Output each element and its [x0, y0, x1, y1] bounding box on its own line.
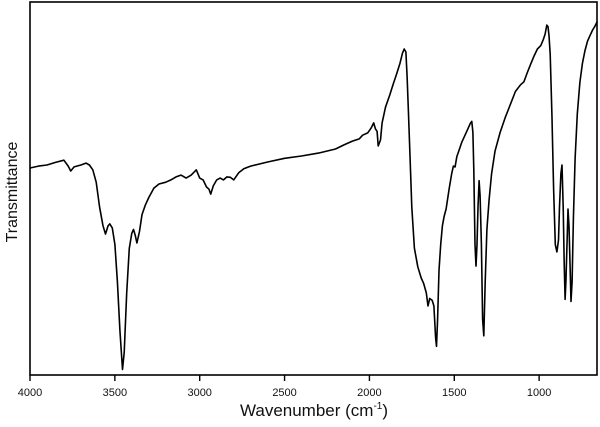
x-tick-label: 2500	[272, 387, 296, 399]
x-tick-label: 2000	[357, 387, 381, 399]
x-tick-label: 1500	[442, 387, 466, 399]
x-tick-label: 3000	[187, 387, 211, 399]
spectrum-line	[29, 21, 598, 371]
plot-frame	[29, 1, 598, 376]
x-axis-ticks: 4000 3500 3000 2500 2000 1500 1000	[18, 375, 551, 399]
x-axis-title: Wavenumber (cm-1)	[240, 401, 388, 420]
x-tick-label: 1000	[527, 387, 551, 399]
x-tick-label: 3500	[103, 387, 127, 399]
y-axis-title: Transmittance	[4, 142, 21, 243]
x-tick-label: 4000	[18, 387, 42, 399]
